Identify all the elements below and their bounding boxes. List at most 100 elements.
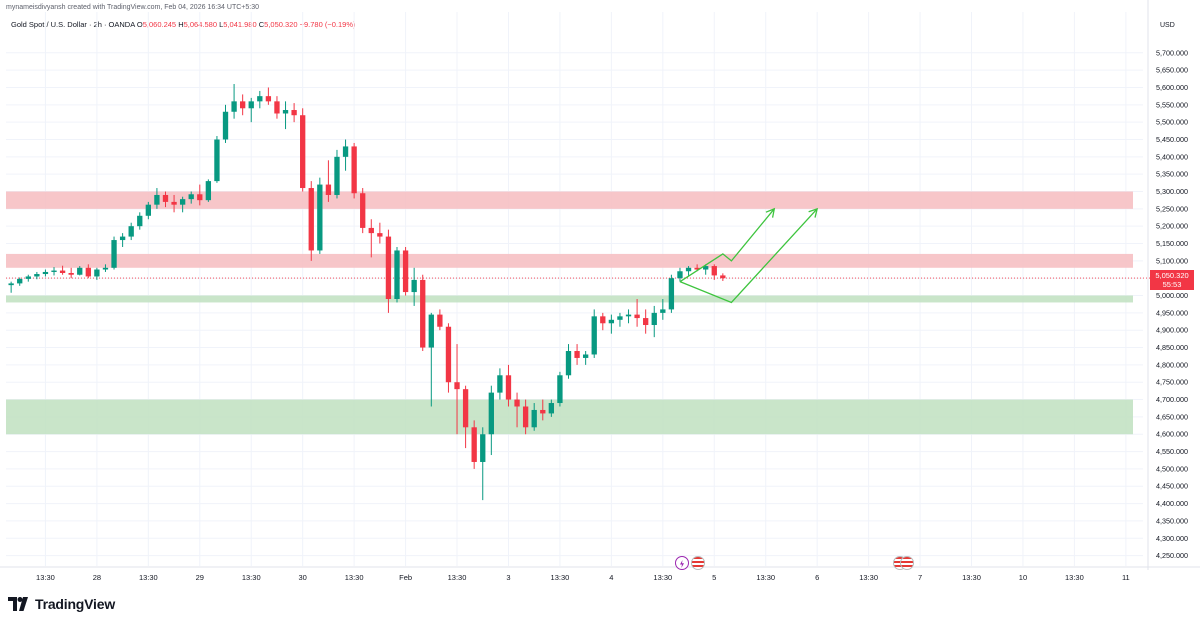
candle-body xyxy=(85,267,91,277)
candle-body xyxy=(394,250,400,299)
tradingview-logo-icon xyxy=(8,597,28,611)
y-tick-label: 5,000.000 xyxy=(1156,291,1188,300)
y-tick-label: 4,700.000 xyxy=(1156,395,1188,404)
candle-body xyxy=(351,146,357,194)
tradingview-brand[interactable]: TradingView xyxy=(8,596,115,612)
x-tick-label: 28 xyxy=(93,573,101,582)
x-tick-label: 13:30 xyxy=(139,573,158,582)
candle-body xyxy=(608,319,615,324)
candle-body xyxy=(591,316,597,355)
candle-body xyxy=(385,236,392,299)
candle-body xyxy=(720,275,726,279)
x-tick-label: 10 xyxy=(1019,573,1027,582)
candle-body xyxy=(308,188,314,251)
supply-zone xyxy=(6,253,1133,268)
candle-body xyxy=(522,406,529,428)
x-tick-label: 30 xyxy=(299,573,307,582)
demand-zone xyxy=(6,295,1133,303)
candle-body xyxy=(497,375,503,393)
candle-body xyxy=(274,101,280,114)
candle-body xyxy=(617,316,623,320)
x-tick-label: 29 xyxy=(196,573,204,582)
us-flag-icon[interactable] xyxy=(900,556,914,570)
last-price-value: 5,050.320 xyxy=(1155,271,1189,280)
x-tick-label: 13:30 xyxy=(345,573,364,582)
y-tick-label: 5,550.000 xyxy=(1156,100,1188,109)
candle-body xyxy=(557,375,563,404)
close-label: C xyxy=(258,20,265,29)
candle-body xyxy=(694,267,700,270)
y-tick-label: 4,450.000 xyxy=(1156,482,1188,491)
candle-body xyxy=(334,156,340,195)
candle-body xyxy=(514,399,520,407)
candle-body xyxy=(8,283,14,286)
candle-body xyxy=(68,272,74,275)
candle-body xyxy=(600,316,606,324)
candle-body xyxy=(265,96,272,102)
candle-body xyxy=(154,194,160,205)
earnings-event-icon[interactable] xyxy=(675,556,689,570)
candle-body xyxy=(685,267,692,272)
candle-body xyxy=(197,194,203,201)
candle-body xyxy=(531,409,537,428)
candle-body xyxy=(420,279,426,348)
brand-name: TradingView xyxy=(35,596,116,612)
candle-body xyxy=(282,110,289,114)
y-tick-label: 5,250.000 xyxy=(1156,204,1188,213)
candle-body xyxy=(574,351,580,358)
candle-body xyxy=(231,101,237,112)
open-value: 5,060.245 xyxy=(142,20,177,29)
y-tick-label: 4,750.000 xyxy=(1156,378,1188,387)
candle-body xyxy=(540,409,546,414)
y-tick-label: 4,300.000 xyxy=(1156,534,1188,543)
candle-body xyxy=(454,382,460,390)
candle-body xyxy=(34,274,40,277)
y-tick-label: 5,650.000 xyxy=(1156,66,1188,75)
candle-body xyxy=(59,270,66,273)
x-tick-label: 11 xyxy=(1122,573,1130,582)
y-tick-label: 4,550.000 xyxy=(1156,447,1188,456)
candle-body xyxy=(248,101,254,109)
candle-body xyxy=(145,204,151,216)
y-tick-label: 5,400.000 xyxy=(1156,152,1188,161)
high-label: H xyxy=(178,20,184,29)
low-label: L xyxy=(219,20,224,29)
candle-body xyxy=(119,236,126,241)
projection-arrowhead xyxy=(808,207,819,218)
projection-path-lower xyxy=(679,208,818,304)
us-flag-icon[interactable] xyxy=(691,556,705,570)
y-tick-label: 4,950.000 xyxy=(1156,308,1188,317)
projection-arrowhead xyxy=(765,207,776,218)
x-tick-label: Feb xyxy=(399,573,412,582)
currency-label[interactable]: USD xyxy=(1160,22,1175,29)
candle-body xyxy=(488,392,494,435)
candle-body xyxy=(317,184,323,251)
y-tick-label: 4,350.000 xyxy=(1156,516,1188,525)
candle-body xyxy=(222,111,229,140)
symbol-title[interactable]: Gold Spot / U.S. Dollar · 2h · OANDA xyxy=(11,20,135,29)
candle-body xyxy=(643,318,649,326)
y-tick-label: 4,250.000 xyxy=(1156,551,1188,560)
projection-path-upper xyxy=(679,208,775,283)
y-tick-label: 5,600.000 xyxy=(1156,83,1188,92)
candle-body xyxy=(179,199,186,205)
y-tick-label: 5,500.000 xyxy=(1156,118,1188,127)
y-tick-label: 4,650.000 xyxy=(1156,412,1188,421)
candle-body xyxy=(480,434,486,462)
candle-body xyxy=(128,226,134,237)
x-tick-label: 13:30 xyxy=(859,573,878,582)
candle-body xyxy=(437,314,443,327)
supply-zone xyxy=(6,191,1133,209)
candle-body xyxy=(360,193,366,228)
x-tick-label: 6 xyxy=(815,573,819,582)
candle-body xyxy=(625,314,632,317)
x-tick-label: 13:30 xyxy=(653,573,672,582)
candle-body xyxy=(445,326,452,383)
candle-body xyxy=(188,194,194,200)
candle-body xyxy=(660,309,666,313)
candle-body xyxy=(205,181,212,201)
candle-body xyxy=(257,96,263,102)
candle-body xyxy=(325,184,332,195)
